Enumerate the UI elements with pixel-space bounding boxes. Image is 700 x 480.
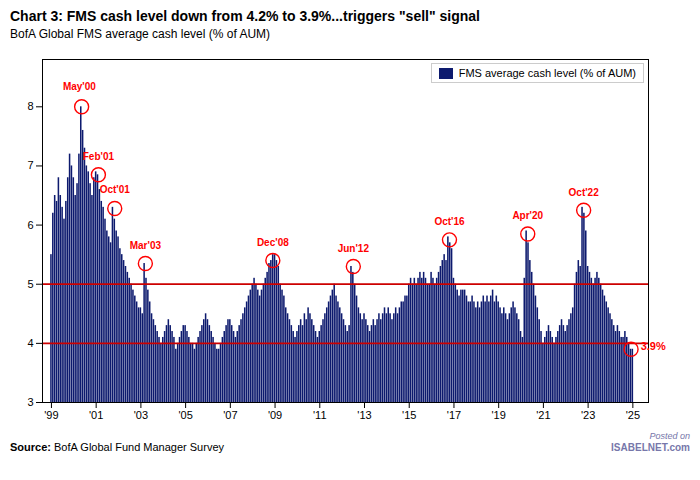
svg-text:'05: '05: [178, 409, 192, 421]
svg-text:Apr'20: Apr'20: [512, 210, 543, 221]
svg-text:'03: '03: [134, 409, 148, 421]
svg-text:8: 8: [27, 100, 33, 112]
svg-text:'15: '15: [402, 409, 416, 421]
svg-text:7: 7: [27, 159, 33, 171]
svg-text:3.9%: 3.9%: [641, 340, 666, 352]
svg-text:'17: '17: [447, 409, 461, 421]
svg-text:4: 4: [27, 337, 33, 349]
svg-text:Oct'22: Oct'22: [569, 187, 600, 198]
svg-text:'13: '13: [357, 409, 371, 421]
html-text:BofA Global FMS average cash l: BofA Global FMS average cash level (% of…: [10, 27, 271, 41]
svg-text:3: 3: [27, 396, 33, 408]
svg-text:'21: '21: [536, 409, 550, 421]
svg-text:Mar'03: Mar'03: [130, 240, 162, 251]
svg-text:'23: '23: [581, 409, 595, 421]
svg-text:'11: '11: [313, 409, 327, 421]
html-text:ISABELNET.com: ISABELNET.com: [611, 441, 690, 453]
svg-text:5: 5: [27, 278, 33, 290]
svg-text:6: 6: [27, 219, 33, 231]
svg-text:May'00: May'00: [63, 81, 96, 92]
svg-text:Dec'08: Dec'08: [257, 237, 289, 248]
svg-text:Oct'16: Oct'16: [434, 216, 465, 227]
html-text:Chart 3: FMS cash level down f: Chart 3: FMS cash level down from 4.2% t…: [10, 8, 480, 24]
svg-text:Jun'12: Jun'12: [338, 243, 370, 254]
html-text:Posted on: Posted on: [649, 431, 690, 441]
svg-text:'01: '01: [89, 409, 103, 421]
html-text:FMS average cash level (% of A: FMS average cash level (% of AUM): [458, 67, 636, 79]
svg-text:'99: '99: [44, 409, 58, 421]
html-text:Source: BofA Global Fund Manag: Source: BofA Global Fund Manager Survey: [10, 440, 224, 453]
svg-text:'09: '09: [268, 409, 282, 421]
svg-text:Oct'01: Oct'01: [100, 184, 131, 195]
svg-text:'25: '25: [626, 409, 640, 421]
svg-text:'07: '07: [223, 409, 237, 421]
svg-text:'19: '19: [492, 409, 506, 421]
svg-text:Feb'01: Feb'01: [83, 151, 115, 162]
